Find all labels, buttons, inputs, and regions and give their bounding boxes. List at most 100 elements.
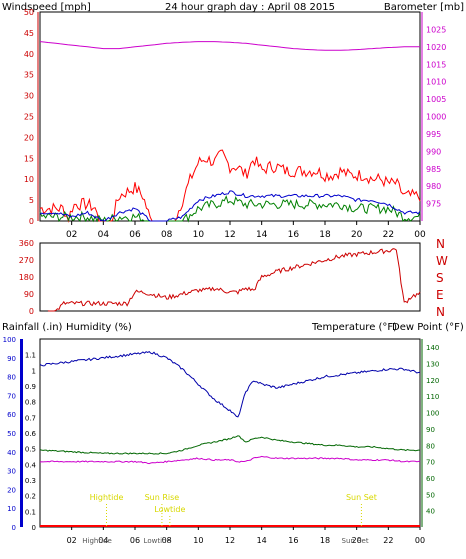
series-temperature-line xyxy=(39,435,420,455)
temperature-tick-label: 110 xyxy=(426,393,439,401)
barometer-tick-label: 1010 xyxy=(426,78,446,87)
barometer-tick-label: 1005 xyxy=(426,95,446,104)
humidity-tick-label: 30 xyxy=(7,468,16,476)
x-tick-label: 22 xyxy=(383,230,394,240)
barometer-tick-label: 980 xyxy=(426,182,441,191)
event-axis-label: Sun Set xyxy=(342,537,369,545)
temperature-tick-label: 120 xyxy=(426,377,439,385)
rainfall-tick-label: 0.7 xyxy=(25,414,36,422)
temperature-tick-label: 90 xyxy=(426,426,435,434)
barometer-tick-label: 975 xyxy=(426,200,441,209)
rainfall-tick-label: 1.1 xyxy=(25,352,36,360)
temperature-tick-label: 60 xyxy=(426,475,435,483)
rainfall-tick-label: 0.4 xyxy=(25,461,37,469)
series-direction-line xyxy=(47,248,421,312)
humidity-tick-label: 80 xyxy=(7,374,16,382)
rainfall-tick-label: 0.6 xyxy=(25,430,37,438)
compass-label: W xyxy=(436,254,448,268)
windspeed-tick-label: 10 xyxy=(24,175,34,184)
barometer-tick-label: 1015 xyxy=(426,60,446,69)
windspeed-tick-label: 30 xyxy=(24,92,34,101)
windspeed-tick-label: 35 xyxy=(24,71,34,80)
temperature-tick-label: 80 xyxy=(426,442,435,450)
series-avg-line xyxy=(39,190,421,222)
x-tick-label: 04 xyxy=(98,230,110,240)
windspeed-tick-label: 50 xyxy=(24,8,34,17)
x-tick-label: 14 xyxy=(256,230,268,240)
direction-tick-label: 0 xyxy=(29,307,34,316)
barometer-tick-label: 1000 xyxy=(426,113,446,122)
event-axis-label: Lowtide xyxy=(144,537,171,545)
rainfall-tick-label: 0.8 xyxy=(25,399,36,407)
windspeed-tick-label: 0 xyxy=(29,217,34,226)
humidity-tick-label: 10 xyxy=(7,505,16,513)
series-barometer-line xyxy=(39,41,420,51)
x-tick-label: 20 xyxy=(351,230,363,240)
wind-barometer-panel: 0510152025303540455097598098599099510001… xyxy=(24,8,447,240)
x-tick-label: 08 xyxy=(162,536,172,545)
rainfall-tick-label: 0.3 xyxy=(25,477,36,485)
x-tick-label: 16 xyxy=(288,536,298,545)
x-tick-label: 00 xyxy=(415,536,425,545)
rainfall-tick-label: 0.1 xyxy=(25,508,36,516)
dewpoint-axis-title: Dew Point (°F) xyxy=(392,322,464,333)
event-label: Lowtide xyxy=(154,505,185,514)
direction-plot-frame xyxy=(39,242,421,312)
x-tick-label: 10 xyxy=(193,536,203,545)
temperature-axis-title: Temperature (°F) xyxy=(311,322,397,333)
x-tick-label: 18 xyxy=(319,230,331,240)
event-label: Hightide xyxy=(90,493,124,502)
rainfall-tick-label: 0.9 xyxy=(25,383,36,391)
humidity-tick-label: 100 xyxy=(3,336,16,344)
x-tick-label: 20 xyxy=(352,536,362,545)
x-tick-label: 16 xyxy=(288,230,300,240)
x-tick-label: 04 xyxy=(98,536,108,545)
humidity-temperature-panel: 010203040506070809010000.10.20.30.40.50.… xyxy=(3,336,440,545)
rainfall-axis-title: Rainfall (.in) xyxy=(2,322,63,333)
direction-tick-label: 90 xyxy=(24,290,34,299)
compass-label: N xyxy=(436,237,445,251)
x-tick-label: 22 xyxy=(383,536,393,545)
humidity-axis-bar xyxy=(20,339,23,527)
barometer-axis-title: Barometer [mb] xyxy=(384,2,464,13)
x-tick-label: 02 xyxy=(66,230,77,240)
x-tick-label: 08 xyxy=(161,230,173,240)
direction-tick-label: 180 xyxy=(19,273,34,282)
temperature-tick-label: 130 xyxy=(426,361,439,369)
temperature-tick-label: 100 xyxy=(426,410,439,418)
windspeed-tick-label: 25 xyxy=(24,113,34,122)
windspeed-tick-label: 20 xyxy=(24,133,34,142)
series-dewpoint-line xyxy=(39,455,421,465)
temperature-tick-label: 70 xyxy=(426,459,435,467)
x-tick-label: 02 xyxy=(67,536,77,545)
barometer-tick-label: 1020 xyxy=(426,43,446,52)
barometer-tick-label: 995 xyxy=(426,130,441,139)
x-tick-label: 10 xyxy=(193,230,205,240)
barometer-tick-label: 985 xyxy=(426,165,441,174)
windspeed-tick-label: 5 xyxy=(29,196,34,205)
rainfall-tick-label: 1 xyxy=(32,367,36,375)
event-label: Sun Rise xyxy=(145,493,180,502)
series-humidity-line xyxy=(39,350,421,418)
windspeed-axis-title: Windspeed [mph] xyxy=(2,2,91,13)
temperature-tick-label: 140 xyxy=(426,344,439,352)
compass-label: S xyxy=(436,271,444,285)
direction-tick-label: 360 xyxy=(19,239,34,248)
chart-title: 24 hour graph day : April 08 2015 xyxy=(165,2,335,13)
x-tick-label: 12 xyxy=(224,230,235,240)
x-tick-label: 06 xyxy=(130,536,140,545)
series-gust-line xyxy=(39,149,421,223)
windspeed-tick-label: 15 xyxy=(24,154,34,163)
compass-label: E xyxy=(436,288,444,302)
plot-frame xyxy=(39,11,421,222)
direction-tick-label: 270 xyxy=(19,256,34,265)
humidity-tick-label: 70 xyxy=(7,392,16,400)
event-label: Sun Set xyxy=(346,493,377,502)
x-tick-label: 18 xyxy=(320,536,330,545)
humidity-tick-label: 40 xyxy=(7,449,16,457)
humidity-tick-label: 0 xyxy=(12,524,16,532)
x-tick-label: 06 xyxy=(129,230,141,240)
humidity-tick-label: 20 xyxy=(7,486,16,494)
